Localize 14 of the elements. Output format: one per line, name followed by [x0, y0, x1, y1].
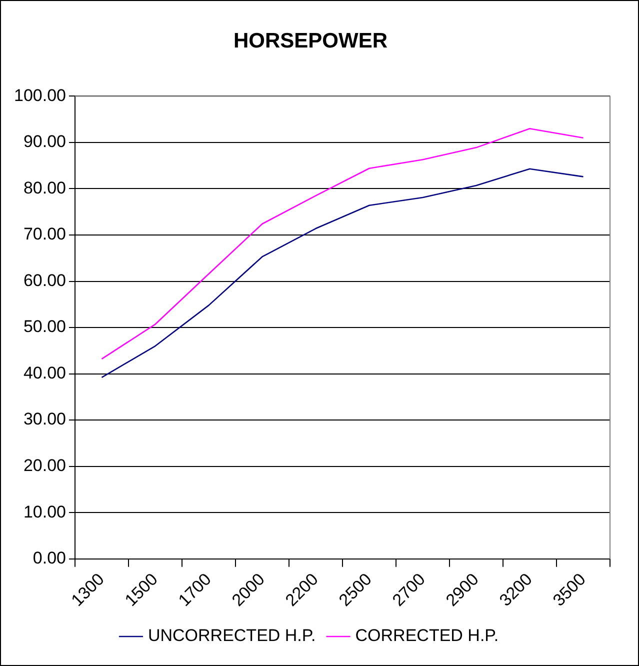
legend-label: UNCORRECTED H.P. [148, 626, 316, 646]
y-tick-label: 70.00 [23, 224, 66, 244]
y-tick-label: 20.00 [23, 456, 66, 475]
y-tick-label: 40.00 [23, 363, 66, 382]
y-tick-label: 50.00 [23, 317, 66, 336]
chart-title: HORSEPOWER [233, 29, 388, 52]
legend-label: CORRECTED H.P. [355, 626, 499, 646]
y-tick-label: 60.00 [23, 270, 66, 290]
y-tick-label: 90.00 [23, 132, 66, 152]
y-tick-label: 30.00 [23, 410, 66, 429]
y-tick-label: 0.00 [32, 548, 66, 568]
y-tick-label: 10.00 [23, 502, 66, 522]
y-tick-label: 100.00 [14, 86, 66, 105]
y-tick-label: 80.00 [23, 178, 66, 198]
